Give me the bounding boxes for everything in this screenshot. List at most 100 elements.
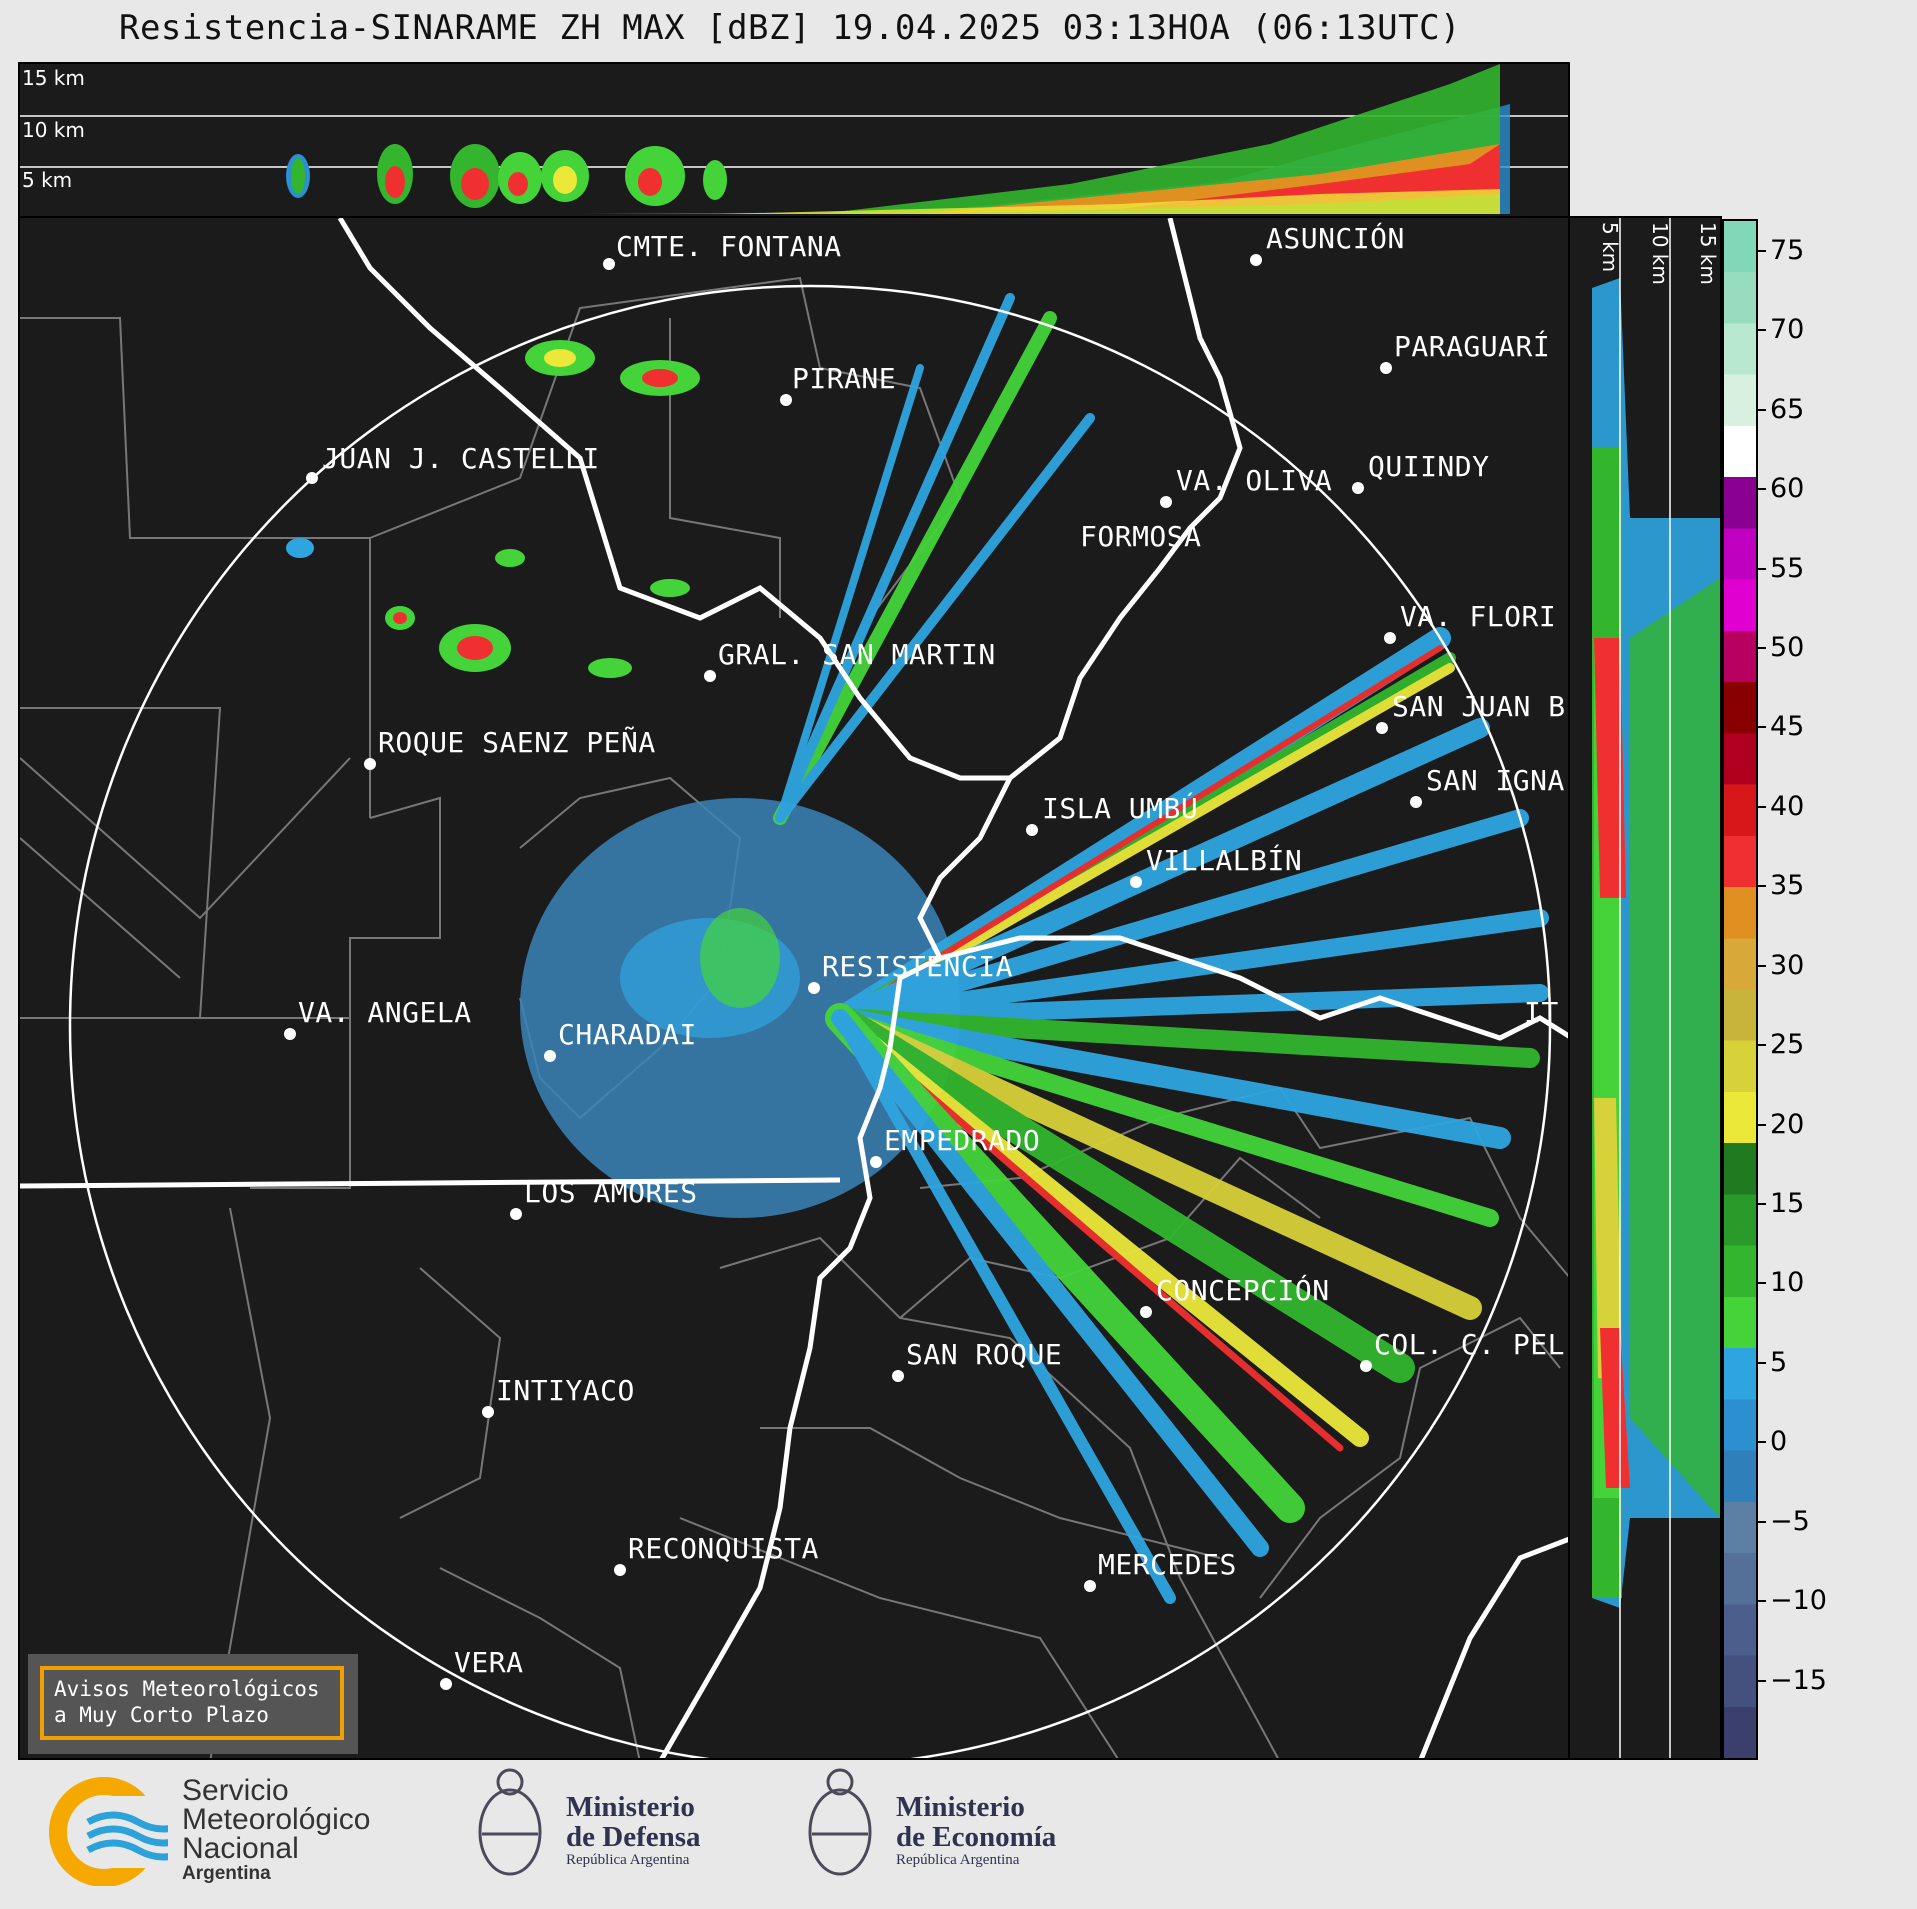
top-echo-cells <box>286 144 727 208</box>
city-marker <box>306 472 318 484</box>
smn-line-1: Servicio <box>182 1774 289 1807</box>
top-cross-section-graphic <box>20 64 1568 214</box>
page-title: Resistencia-SINARAME ZH MAX [dBZ] 19.04.… <box>118 8 1462 48</box>
colorbar-tick <box>1758 646 1766 649</box>
city-label-juan-j-castelli: JUAN J. CASTELLI <box>322 442 600 475</box>
city-marker <box>870 1156 882 1168</box>
side-cross-section-graphic <box>1592 218 1720 1758</box>
colorbar-tick-label: −10 <box>1770 1585 1827 1617</box>
city-marker <box>1250 254 1262 266</box>
colorbar-tick <box>1758 1441 1766 1444</box>
colorbar-tick-label: 15 <box>1770 1187 1805 1219</box>
colorbar-tick-label: 55 <box>1770 552 1805 584</box>
city-marker <box>1160 496 1172 508</box>
city-label-los-amores: LOS AMORES <box>524 1176 698 1209</box>
colorbar-tick-label: 75 <box>1770 234 1805 266</box>
city-label-va-angela: VA. ANGELA <box>298 996 472 1029</box>
dbz-colorbar <box>1722 219 1758 1760</box>
colorbar-tick-label: 45 <box>1770 711 1805 743</box>
top-altitude-10km: 10 km <box>22 118 85 142</box>
city-marker <box>544 1050 556 1062</box>
colorbar-tick-label: 40 <box>1770 790 1805 822</box>
city-label-pirane: PIRANE <box>792 362 897 395</box>
city-label-cmte-fontana: CMTE. FONTANA <box>616 230 842 263</box>
colorbar-tick <box>1758 1679 1766 1682</box>
city-label-quiindy: QUIINDY <box>1368 450 1490 483</box>
province-boundaries <box>20 276 1568 1758</box>
side-altitude-15km: 15 km <box>1696 222 1720 285</box>
city-label-charadai: CHARADAI <box>558 1018 697 1051</box>
colorbar-tick-label: 0 <box>1770 1426 1788 1458</box>
colorbar-tick-label: 70 <box>1770 314 1805 346</box>
colorbar-tick <box>1758 1600 1766 1603</box>
city-label-villalbin: VILLALBÍN <box>1146 844 1303 877</box>
city-marker <box>1026 824 1038 836</box>
city-marker <box>1140 1306 1152 1318</box>
city-marker <box>284 1028 296 1040</box>
colorbar-tick-label: 65 <box>1770 393 1805 425</box>
city-marker <box>1130 876 1142 888</box>
city-marker <box>1380 362 1392 374</box>
top-echo-band <box>580 64 1510 214</box>
city-label-roque-saenz-pena: ROQUE SAENZ PEÑA <box>378 726 656 759</box>
colorbar-tick <box>1758 964 1766 967</box>
colorbar-tick-label: 60 <box>1770 473 1805 505</box>
city-label-va-oliva: VA. OLIVA <box>1176 464 1333 497</box>
colorbar-tick <box>1758 408 1766 411</box>
city-label-san-igna: SAN IGNA <box>1426 764 1565 797</box>
colorbar-tick <box>1758 726 1766 729</box>
warning-line-2: a Muy Corto Plazo <box>54 1703 269 1727</box>
city-label-vera: VERA <box>454 1646 524 1679</box>
city-marker <box>780 394 792 406</box>
city-marker <box>1376 722 1388 734</box>
city-marker-resistencia <box>808 982 820 994</box>
city-marker <box>1084 1580 1096 1592</box>
colorbar-tick-label: 35 <box>1770 870 1805 902</box>
city-marker <box>704 670 716 682</box>
warning-link-box[interactable]: Avisos Meteorológicos a Muy Corto Plazo <box>28 1654 358 1754</box>
defensa-line-3: República Argentina <box>566 1852 690 1868</box>
colorbar-tick-label: −5 <box>1770 1505 1810 1537</box>
warning-line-1: Avisos Meteorológicos <box>54 1677 320 1701</box>
city-label-va-flori: VA. FLORI <box>1400 600 1557 633</box>
colorbar-tick-label: 30 <box>1770 949 1805 981</box>
colorbar-tick <box>1758 1282 1766 1285</box>
colorbar-tick-label: 50 <box>1770 631 1805 663</box>
city-marker <box>614 1564 626 1576</box>
colorbar-tick <box>1758 1520 1766 1523</box>
defensa-line-1: Ministerio <box>566 1791 695 1823</box>
city-label-mercedes: MERCEDES <box>1098 1548 1237 1581</box>
radar-echo-layer <box>286 293 1549 1604</box>
city-marker <box>603 258 615 270</box>
colorbar-tick <box>1758 488 1766 491</box>
side-cross-section-panel: 5 km 10 km 15 km <box>1568 216 1722 1760</box>
colorbar-tick <box>1758 1123 1766 1126</box>
city-label-san-roque: SAN ROQUE <box>906 1338 1063 1371</box>
city-marker <box>892 1370 904 1382</box>
colorbar-tick-label: 5 <box>1770 1346 1788 1378</box>
colorbar-tick <box>1758 329 1766 332</box>
smn-line-2: Meteorológico <box>182 1803 371 1836</box>
city-label-formosa: FORMOSA <box>1080 520 1202 553</box>
city-marker <box>364 758 376 770</box>
city-marker <box>1410 796 1422 808</box>
city-label-col-c-pel: COL. C. PEL <box>1374 1328 1565 1361</box>
smn-line-4: Argentina <box>182 1863 271 1884</box>
side-altitude-5km: 5 km <box>1598 222 1622 273</box>
colorbar-tick <box>1758 885 1766 888</box>
colorbar-tick <box>1758 1044 1766 1047</box>
city-label-reconquista: RECONQUISTA <box>628 1532 819 1565</box>
radar-map-graphic <box>20 218 1568 1758</box>
top-altitude-5km: 5 km <box>22 168 73 192</box>
smn-line-3: Nacional <box>182 1832 299 1865</box>
colorbar-tick <box>1758 805 1766 808</box>
coat-of-arms-icon <box>808 1768 872 1876</box>
city-label-asuncion: ASUNCIÓN <box>1266 222 1405 255</box>
colorbar-tick <box>1758 1202 1766 1205</box>
city-marker <box>1384 632 1396 644</box>
city-label-concepcion: CONCEPCIÓN <box>1156 1274 1330 1307</box>
colorbar-tick <box>1758 249 1766 252</box>
city-marker <box>1352 482 1364 494</box>
colorbar-tick-label: 25 <box>1770 1029 1805 1061</box>
economia-line-3: República Argentina <box>896 1852 1020 1868</box>
